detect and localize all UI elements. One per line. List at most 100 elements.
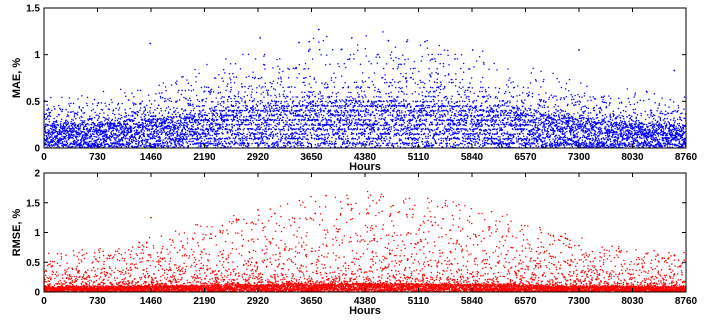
data-point [374,117,376,119]
data-point [322,134,324,136]
data-point [295,113,297,115]
data-point [356,134,358,136]
data-point [77,98,79,100]
data-point [264,107,266,109]
data-point [329,141,331,143]
data-point [322,117,324,119]
data-point [320,92,322,94]
data-point [325,82,327,84]
data-point [348,119,350,121]
data-point [392,143,394,145]
data-point [157,132,159,134]
data-point [162,115,164,117]
data-point [394,108,396,110]
data-point [345,67,347,69]
data-point [281,101,283,103]
data-point [227,132,229,134]
data-point [360,114,362,116]
data-point [96,128,98,130]
data-point [94,112,96,114]
data-point [258,78,260,80]
data-point [368,109,370,111]
data-point [181,76,183,78]
data-point [242,138,244,140]
data-point [131,92,133,94]
data-point [372,141,374,143]
data-point [288,77,290,79]
data-point [238,106,240,108]
data-point [118,130,120,132]
data-point [391,102,393,104]
data-point [216,139,218,141]
data-point [233,137,235,139]
data-point [150,143,152,145]
data-point [175,114,177,116]
data-point [214,143,216,145]
data-point [187,124,189,126]
data-point [126,115,128,117]
data-point [302,105,304,107]
data-point [335,143,337,145]
data-point [144,126,146,128]
data-point [273,105,275,107]
data-point [401,110,403,112]
data-point [385,93,387,95]
data-point [298,73,300,75]
data-point [201,120,203,122]
data-point [367,119,369,121]
data-point [169,100,171,102]
data-point [46,125,48,127]
data-point [313,105,315,107]
data-point [157,120,159,122]
data-point [277,146,279,148]
data-point [380,132,382,134]
data-point [237,110,239,112]
data-point [229,143,231,145]
data-point [303,96,305,98]
data-point [365,106,367,108]
data-point [303,82,305,84]
data-point [401,125,403,127]
data-point [354,82,356,84]
data-point [356,82,358,84]
data-point [399,112,401,114]
data-point [152,135,154,137]
data-point [251,108,253,110]
data-point [329,63,331,65]
data-point [382,31,384,32]
data-point [230,114,232,116]
data-point [64,133,66,135]
data-point [96,105,98,107]
data-point [271,83,273,85]
data-point [315,144,317,146]
data-point [252,128,254,130]
data-point [82,107,84,109]
data-point [399,110,401,112]
data-point [204,86,206,88]
data-point [280,129,282,131]
data-point [242,54,244,56]
data-point [65,109,67,111]
data-point [335,140,337,142]
data-point [259,85,261,87]
data-point [407,124,409,126]
data-point [370,119,372,121]
data-point [284,110,286,112]
data-point [196,131,198,133]
data-point [364,129,366,131]
data-point [304,131,306,133]
data-point [79,117,81,119]
data-point [247,105,249,107]
data-point [87,123,89,125]
data-point [49,113,51,115]
data-point [373,137,375,139]
data-point [376,101,378,103]
data-point [103,112,105,114]
data-point [377,54,379,56]
data-point [368,139,370,141]
data-point [355,138,357,140]
data-point [214,114,216,116]
data-point [395,129,397,131]
data-point [360,63,362,65]
data-point [227,99,229,101]
